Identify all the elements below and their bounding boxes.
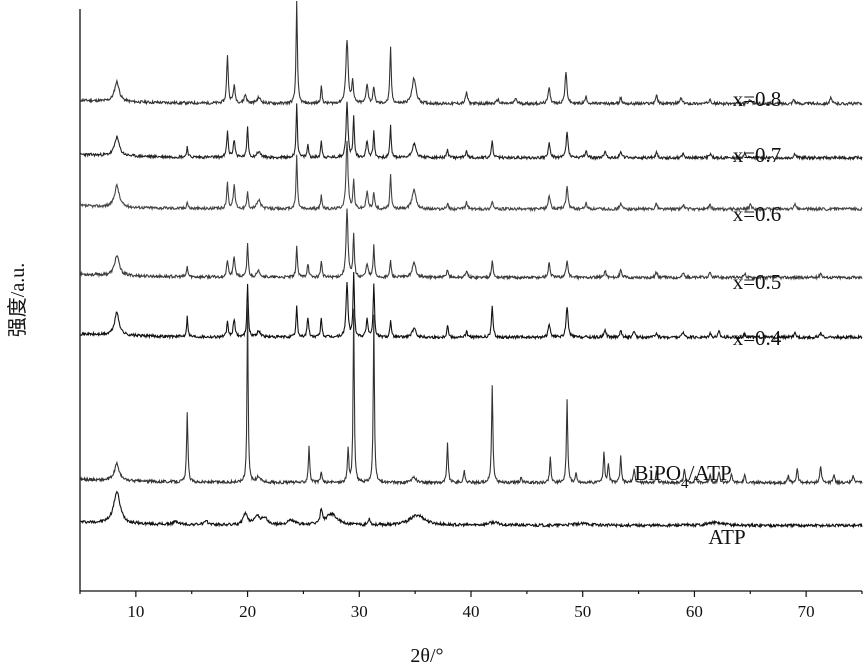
x-tick-label: 10 [127,602,144,621]
x-tick-label: 20 [239,602,256,621]
series-label: x=0.4 [733,326,782,350]
series-lines [80,1,862,527]
series-label: x=0.6 [733,202,782,226]
x-tick-labels: 10 20 30 40 50 60 70 [127,602,814,621]
x-tick-label: 60 [686,602,703,621]
series-line [80,492,862,527]
x-axis-title: 2θ/° [410,645,443,667]
x-tick-label: 50 [574,602,591,621]
y-axis-title: 强度/a.u. [6,263,29,337]
series-label: x=0.5 [733,270,782,294]
x-ticks [80,591,862,597]
series-label: x=0.8 [733,87,782,111]
x-tick-label: 70 [798,602,815,621]
x-tick-label: 40 [463,602,480,621]
x-tick-label: 30 [351,602,368,621]
series-label: ATP [708,525,745,549]
series-label: x=0.7 [733,143,782,167]
series-label: BiPO4/ATP [634,461,731,492]
